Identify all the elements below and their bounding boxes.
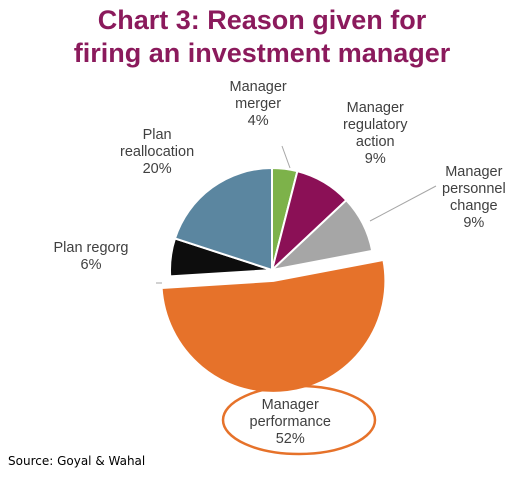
slice-name-line: personnel <box>442 181 506 197</box>
pie-slice-plan-reallocation <box>173 166 273 272</box>
slice-label-manager-personnel-change: Manager personnel change 9% <box>442 164 506 232</box>
slice-label-manager-merger: Manager merger 4% <box>230 79 287 130</box>
slice-name-line: Manager <box>445 164 503 180</box>
slice-value-label: 20% <box>142 161 172 177</box>
slice-name-line: action <box>355 134 395 150</box>
slice-value-label: 9% <box>463 215 485 231</box>
slice-name-line: Plan <box>142 127 172 143</box>
leader-line <box>281 145 291 169</box>
slice-name-line: change <box>450 198 498 214</box>
pie-slice-manager-personnel-change <box>268 198 374 272</box>
slice-label-plan-reallocation: Plan reallocation 20% <box>120 127 194 178</box>
slice-label-plan-regorg: Plan regorg 6% <box>54 240 129 274</box>
slice-name-line: reallocation <box>120 144 195 160</box>
chart-title-line-2: firing an investment manager <box>73 38 451 68</box>
slice-value-label: 6% <box>80 257 102 273</box>
slice-name-line: Plan regorg <box>53 240 129 256</box>
highlight-ellipse <box>221 384 377 456</box>
source-note: Source: Goyal & Wahal <box>8 454 146 468</box>
slice-name-line: Manager <box>229 79 287 95</box>
slice-name-line: Manager <box>261 397 319 413</box>
slice-name-line: Manager <box>346 100 404 116</box>
slice-value-label: 9% <box>364 151 386 167</box>
pie-slice-manager-performance <box>160 258 387 394</box>
chart-title: Chart 3: Reason given for firing an inve… <box>0 4 524 70</box>
slice-value-label: 52% <box>275 431 305 447</box>
slice-label-manager-regulatory-action: Manager regulatory action 9% <box>343 100 407 168</box>
slice-name-line: performance <box>249 414 331 430</box>
chart-title-line-1: Chart 3: Reason given for <box>97 5 427 35</box>
slice-name-line: merger <box>235 96 282 112</box>
slice-name-line: regulatory <box>343 117 408 133</box>
leader-line <box>369 185 437 222</box>
slice-label-manager-performance: Manager performance 52% <box>250 397 331 448</box>
slice-value-label: 4% <box>247 113 269 129</box>
